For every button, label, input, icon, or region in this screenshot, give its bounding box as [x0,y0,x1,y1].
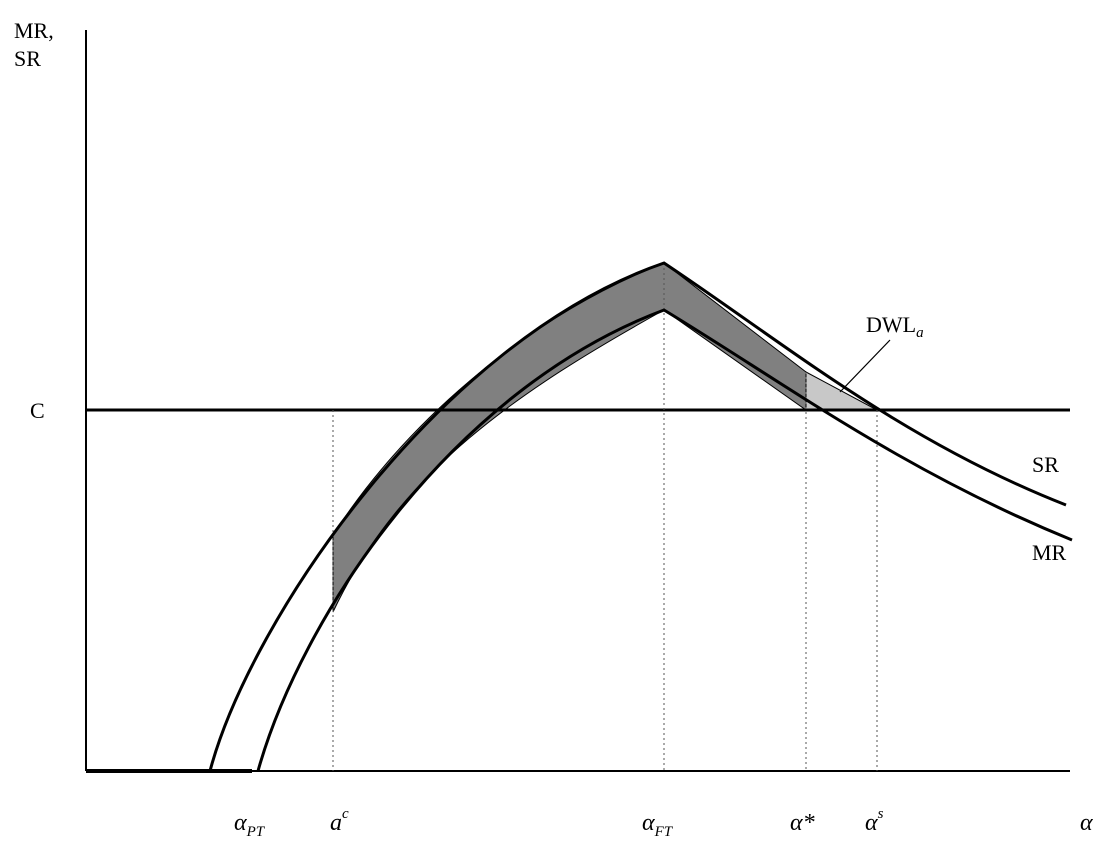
dwl-label-sub: a [916,325,924,341]
dwl-label: DWLa [866,312,924,341]
dwl-leader-line [839,339,891,393]
tick-a-c-sup: c [342,806,349,822]
tick-alpha-pt-base: α [234,810,247,836]
tick-a-c: ac [330,806,349,836]
cost-label: C [30,398,45,423]
tick-alpha-axis: α [1080,810,1093,836]
tick-alpha-ft: αFT [642,810,674,840]
sr-curve [208,261,1067,772]
tick-alpha-ft-sub: FT [654,824,674,840]
sr-curve-label: SR [1032,452,1059,477]
mr-curve-label: MR [1032,540,1067,565]
tick-alpha-s: αs [865,806,884,836]
mr-curve [256,308,1073,772]
dark-shaded-region [332,262,807,613]
dwl-label-main: DWL [866,312,916,337]
tick-alpha-pt-sub: PT [246,824,266,840]
tick-alpha-star: α* [790,810,815,836]
tick-alpha-pt: αPT [234,810,266,840]
tick-alpha-s-base: α [865,810,878,836]
tick-alpha-ft-base: α [642,810,655,836]
tick-a-c-base: a [330,810,342,836]
y-axis-label-line2: SR [14,46,41,71]
tick-alpha-s-sup: s [878,806,884,822]
y-axis-label-line1: MR, [14,18,54,43]
